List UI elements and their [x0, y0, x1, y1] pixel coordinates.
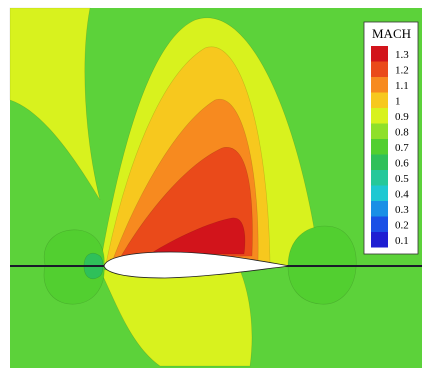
legend-tick-label: 0.2: [395, 220, 409, 232]
contour-region-0_9: [9, 7, 101, 201]
legend-swatch: [371, 46, 388, 62]
legend-swatch: [371, 123, 388, 139]
colorbar-legend: MACH 1.3 1.2 1.1 1 0.9 0.8 0.7 0.6 0.5 0.4 0.3 0.2 0…: [363, 21, 419, 255]
legend-swatch: [371, 92, 388, 108]
legend-swatch: [371, 77, 388, 93]
contour-region-1_3: [148, 217, 246, 255]
legend-swatch: [371, 201, 388, 217]
legend-tick-label: 1: [395, 96, 401, 108]
legend-tick-label: 0.4: [395, 189, 409, 201]
legend-tick-label: 0.5: [395, 173, 409, 185]
legend-swatch: [371, 170, 388, 186]
legend-swatch: [371, 185, 388, 201]
legend-tick-label: 0.8: [395, 127, 409, 139]
legend-tick-label: 1.1: [395, 80, 409, 92]
legend-tick-label: 0.3: [395, 204, 409, 216]
legend-tick-label: 0.6: [395, 158, 409, 170]
legend-tick-label: 1.3: [395, 49, 409, 61]
legend-tick-label: 0.9: [395, 111, 409, 123]
legend-tick-label: 0.7: [395, 142, 409, 154]
contour-region-0_9: [99, 269, 253, 367]
legend-title: MACH: [372, 26, 411, 41]
legend-tick-label: 1.2: [395, 65, 409, 77]
legend-swatch: [371, 232, 388, 248]
airfoil-shape: [103, 251, 291, 279]
legend-tick-label: 0.1: [395, 235, 409, 247]
legend-swatch: [371, 61, 388, 77]
legend-swatch: [371, 139, 388, 155]
legend-swatch: [371, 216, 388, 232]
legend-swatch: [371, 154, 388, 170]
legend-swatch: [371, 108, 388, 124]
